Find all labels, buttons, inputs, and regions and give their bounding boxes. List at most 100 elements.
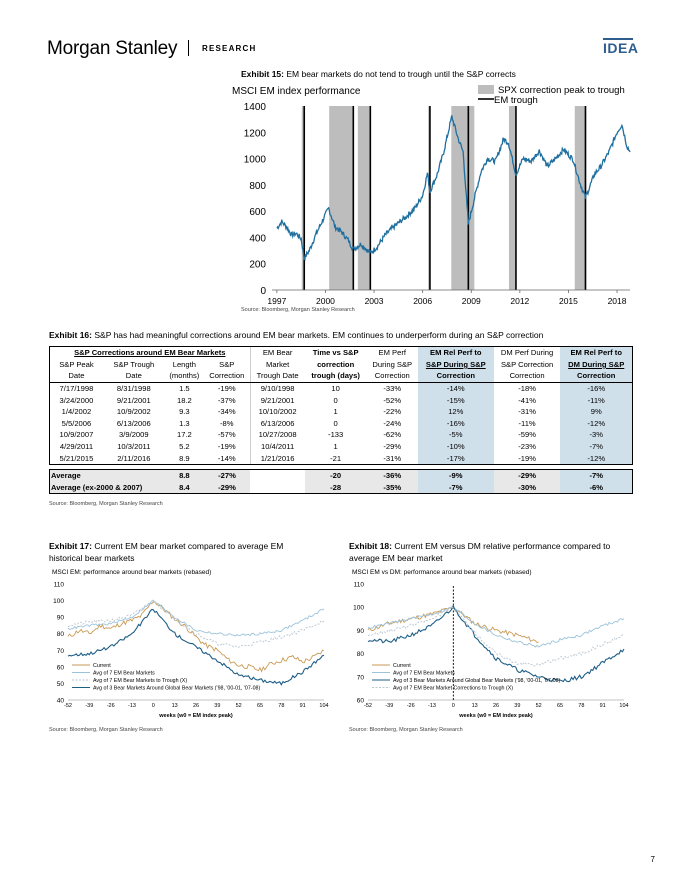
summary-cell: -27% bbox=[203, 468, 251, 482]
group-header: S&P Corrections around EM Bear Markets bbox=[49, 345, 251, 359]
exhibit18-label: Exhibit 18: bbox=[349, 541, 392, 551]
exhibit16-label: Exhibit 16: bbox=[49, 330, 92, 340]
table-header-row: Date Date (months) Correction Trough Dat… bbox=[48, 370, 634, 383]
col-header: S&P During S&P bbox=[417, 358, 494, 371]
summary-cell: -29% bbox=[203, 481, 251, 495]
table-cell: -15% bbox=[417, 394, 494, 406]
summary-label: Average bbox=[48, 468, 165, 482]
x-tick-label: 104 bbox=[319, 703, 328, 709]
table-cell: -19% bbox=[217, 384, 236, 394]
table-cell: 1 bbox=[333, 442, 338, 452]
col-header: Correction bbox=[417, 370, 494, 383]
exhibit16-source: Source: Bloomberg, Morgan Stanley Resear… bbox=[49, 501, 163, 507]
spx-correction-bar bbox=[329, 106, 354, 290]
table-cell: 4/29/2011 bbox=[48, 440, 103, 453]
col-header: S&P Peak bbox=[48, 358, 103, 371]
series-line bbox=[67, 608, 325, 686]
table-cell: -7% bbox=[560, 440, 634, 453]
table-cell: 10/27/2008 bbox=[249, 429, 305, 441]
x-tick-label: 91 bbox=[300, 703, 306, 709]
table-cell: -16% bbox=[560, 382, 634, 395]
col-header: trough (days) bbox=[304, 370, 367, 383]
table-cell: 1.5 bbox=[179, 384, 190, 394]
spx-correction-bar bbox=[574, 106, 587, 290]
table-cell: 5/21/2015 bbox=[48, 452, 103, 465]
col-header: (months) bbox=[164, 370, 204, 383]
table-cell: 6/13/2006 bbox=[116, 418, 151, 428]
legend-label: SPX correction peak to trough bbox=[498, 85, 625, 96]
legend-label: Avg of 3 Bear Markets Around Global Bear… bbox=[93, 686, 260, 692]
bear-market-table: S&P Corrections around EM Bear Markets E… bbox=[48, 345, 634, 495]
table-cell: 9% bbox=[560, 405, 634, 418]
col-header: EM Rel Perf to bbox=[560, 345, 634, 359]
table-cell: -8% bbox=[220, 418, 234, 428]
x-tick-label: 52 bbox=[236, 703, 242, 709]
table-cell: 1/4/2002 bbox=[48, 405, 103, 418]
y-tick-label: 100 bbox=[353, 605, 364, 612]
table-cell: -11% bbox=[560, 394, 634, 406]
y-tick-label: 110 bbox=[354, 582, 365, 589]
summary-cell: -7% bbox=[560, 468, 634, 482]
summary-cell: -30% bbox=[493, 481, 561, 495]
table-cell: 9/10/1998 bbox=[249, 382, 305, 395]
col-header: correction bbox=[317, 359, 355, 369]
exhibit18-title: Exhibit 18: Current EM versus DM relativ… bbox=[349, 540, 610, 564]
y-tick-label: 1200 bbox=[244, 128, 267, 139]
y-tick-label: 60 bbox=[357, 698, 365, 705]
col-header: Date bbox=[48, 370, 103, 383]
table-cell: -14% bbox=[203, 452, 251, 465]
y-tick-label: 0 bbox=[260, 286, 266, 297]
table-cell: -5% bbox=[417, 429, 494, 441]
summary-cell: -6% bbox=[560, 481, 634, 495]
exhibit17-caption-line2: historical bear markets bbox=[49, 553, 135, 563]
legend-label: Current bbox=[93, 663, 111, 669]
y-tick-label: 1000 bbox=[244, 155, 267, 166]
table-row: 7/17/1998 8/31/1998 1.5 -19% 9/10/1998 10 -33%… bbox=[48, 382, 634, 395]
table-cell: 17.2 bbox=[176, 430, 192, 440]
exhibit17-source: Source: Bloomberg, Morgan Stanley Resear… bbox=[49, 727, 163, 733]
x-tick-label: -52 bbox=[64, 703, 72, 709]
col-header: S&P Trough bbox=[113, 359, 155, 369]
table-cell: -18% bbox=[518, 384, 536, 394]
col-header: Correction bbox=[493, 370, 561, 383]
legend-label: EM trough bbox=[494, 95, 538, 106]
exhibit15-chart: MSCI EM index performance 0 200 400 600 800 10… bbox=[232, 85, 631, 306]
summary-row: Average 8.8 -27% -20 -36% -9% -29% -7% bbox=[48, 468, 634, 482]
x-tick-label: -13 bbox=[128, 703, 136, 709]
x-tick-label: 78 bbox=[578, 703, 584, 709]
summary-empty bbox=[250, 468, 305, 482]
col-header: Date bbox=[102, 370, 165, 383]
legend-label: Avg of 3 Bear Markets Around Global Bear… bbox=[393, 678, 560, 684]
table-cell: -24% bbox=[383, 418, 402, 428]
x-tick-label: 39 bbox=[214, 703, 220, 709]
table-cell: -29% bbox=[383, 442, 402, 452]
table-cell: 1.3 bbox=[179, 418, 190, 428]
x-tick-label: 13 bbox=[472, 703, 478, 709]
x-tick-label: 65 bbox=[257, 703, 263, 709]
table-cell: 3/9/2009 bbox=[119, 430, 149, 440]
table-cell: 10/9/2002 bbox=[116, 407, 151, 417]
summary-cell: -7% bbox=[417, 481, 494, 495]
summary-cell: 8.8 bbox=[164, 468, 204, 482]
legend-swatch-bars bbox=[478, 85, 494, 94]
y-tick-label: 50 bbox=[57, 681, 65, 688]
brand-logo: Morgan Stanley bbox=[47, 38, 178, 59]
table-cell: -57% bbox=[217, 430, 236, 440]
series-line bbox=[67, 599, 325, 637]
y-tick-label: 80 bbox=[57, 631, 65, 638]
table-header-row: S&P Peak S&P Trough Length S&P Market co… bbox=[48, 358, 634, 371]
x-tick-label: -26 bbox=[407, 703, 415, 709]
x-tick-label: 65 bbox=[557, 703, 563, 709]
chart-title: MSCI EM index performance bbox=[232, 86, 361, 97]
page-number: 7 bbox=[650, 855, 655, 864]
y-tick-label: 200 bbox=[249, 260, 266, 271]
exhibit16-title: Exhibit 16: S&P has had meaningful corre… bbox=[49, 330, 543, 340]
table-cell: 9/21/2001 bbox=[116, 395, 151, 405]
legend-label: Avg of 7 EM Bear Markets to Trough (X) bbox=[93, 678, 187, 684]
x-tick-label: 104 bbox=[619, 703, 628, 709]
x-axis-label: weeks (w0 = EM index peak) bbox=[458, 713, 533, 719]
summary-cell: 8.4 bbox=[164, 481, 204, 495]
table-cell: -133 bbox=[328, 430, 344, 440]
table-row: 5/5/2006 6/13/2006 1.3 -8% 6/13/2006 0 -24% -16… bbox=[48, 417, 634, 430]
table-cell: 1/21/2016 bbox=[249, 452, 305, 465]
